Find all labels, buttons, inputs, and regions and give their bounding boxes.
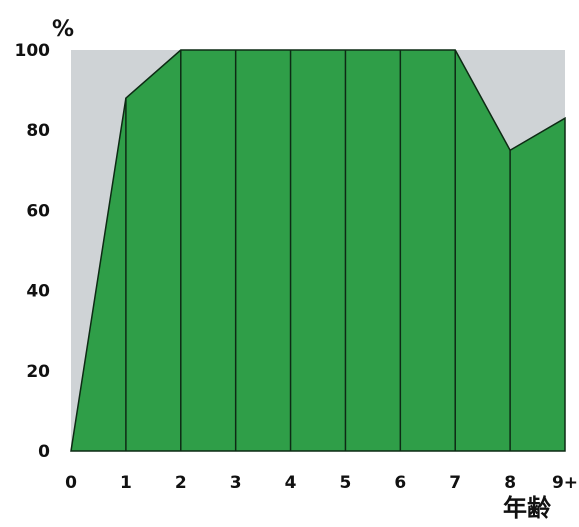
y-tick-label: 0 <box>38 442 50 462</box>
x-tick-label: 8 <box>504 473 516 493</box>
x-tick-label: 0 <box>65 473 77 493</box>
y-tick-labels: 0 20 40 60 80 100 <box>15 41 51 462</box>
x-tick-label: 3 <box>230 473 242 493</box>
x-tick-label: 1 <box>120 473 132 493</box>
y-tick-label: 80 <box>26 121 50 141</box>
x-tick-label: 6 <box>394 473 406 493</box>
y-tick-label: 40 <box>26 282 50 302</box>
y-tick-label: 60 <box>26 201 50 221</box>
x-tick-labels: 0 1 2 3 4 5 6 7 8 9+ <box>65 473 578 493</box>
x-tick-label: 5 <box>340 473 352 493</box>
x-axis-label: 年齢 <box>503 494 552 522</box>
y-tick-label: 20 <box>26 362 50 382</box>
y-axis-label: % <box>52 17 74 42</box>
x-tick-label: 2 <box>175 473 187 493</box>
age-divider-lines <box>125 50 511 451</box>
x-tick-label: 4 <box>285 473 297 493</box>
x-tick-label: 7 <box>449 473 461 493</box>
x-tick-label: 9+ <box>552 473 578 493</box>
area-series <box>70 49 566 452</box>
y-tick-label: 100 <box>15 41 51 61</box>
